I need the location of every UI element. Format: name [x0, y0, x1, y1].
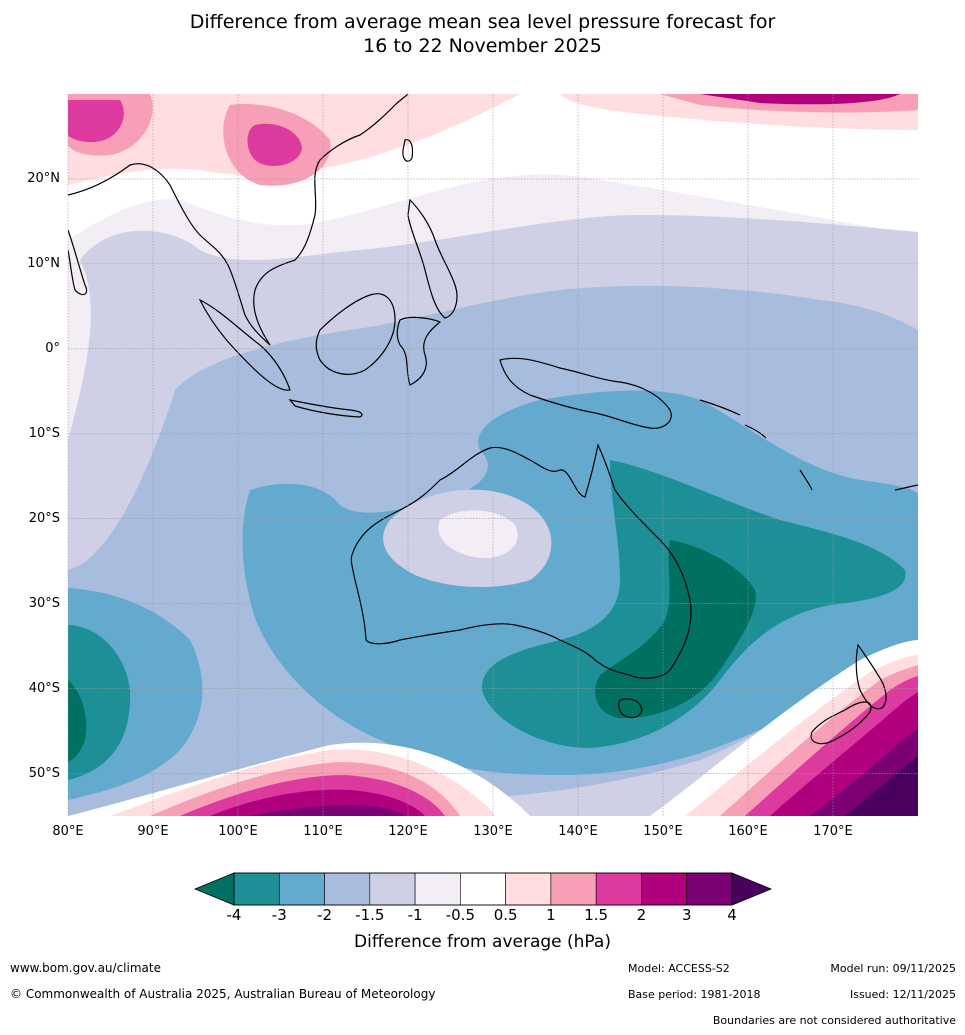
lat-label: 50°S — [28, 765, 60, 781]
chart-title: Difference from average mean sea level p… — [0, 10, 965, 58]
colorbar-extend-low — [193, 872, 235, 906]
colorbar-bin — [505, 872, 552, 906]
anomaly-band--3-to--2-central — [242, 390, 918, 775]
solomon-islands-coastline — [699, 399, 767, 439]
colorbar-bin — [324, 872, 371, 906]
india-coastline — [68, 229, 88, 296]
lat-label: 10°S — [28, 425, 60, 441]
colorbar-extend-high — [731, 872, 773, 906]
colorbar-tick-label: 1 — [546, 906, 556, 924]
anomaly-band-1.5-to-2-china — [247, 123, 302, 167]
sumatra-coastline — [198, 298, 291, 391]
colorbar-bin — [686, 872, 733, 906]
model-name: Model: ACCESS-S2 — [628, 962, 730, 975]
colorbar-bin — [460, 872, 506, 906]
vanuatu-fiji-coastline — [799, 469, 918, 491]
lon-label: 170°E — [813, 824, 853, 839]
australia-coastline — [350, 443, 692, 679]
lat-label: 40°S — [28, 680, 60, 696]
colorbar-tick-label: -2 — [317, 906, 333, 924]
colorbar-bin — [233, 872, 280, 906]
colorbar-tick-label: 2 — [636, 906, 647, 924]
lon-label: 80°E — [52, 824, 84, 839]
new-zealand-south-coastline — [810, 701, 872, 745]
colorbar-tick-label: -0.5 — [445, 906, 475, 924]
anomaly-band-1.5-to-2-nw — [68, 100, 124, 143]
colorbar-bin — [595, 872, 642, 906]
taiwan-coastline — [402, 139, 414, 162]
new-guinea-coastline — [499, 357, 672, 429]
colorbar-tick-label: -4 — [226, 906, 242, 924]
java-coastline — [288, 399, 363, 418]
lat-label: 0° — [45, 340, 60, 356]
colorbar-title: Difference from average (hPa) — [354, 932, 611, 952]
lat-label: 30°S — [28, 595, 60, 611]
anomaly-band-above-4-se — [845, 756, 918, 816]
anomaly-band-below--4-east — [595, 540, 756, 719]
lon-label: 150°E — [643, 824, 683, 839]
issued-date: Issued: 12/11/2025 — [849, 988, 956, 1001]
lon-label: 160°E — [728, 824, 768, 839]
copyright: © Commonwealth of Australia 2025, Austra… — [10, 987, 436, 1001]
model-run: Model run: 09/11/2025 — [830, 962, 956, 975]
colorbar-bin — [369, 872, 416, 906]
lon-label: 100°E — [218, 824, 258, 839]
coastlines — [68, 94, 918, 745]
colorbar-bin — [414, 872, 461, 906]
new-zealand-north-coastline — [855, 643, 887, 710]
graticule — [67, 94, 918, 816]
anomaly-band--1-to--0.5-wa — [438, 510, 518, 559]
lon-label: 90°E — [137, 824, 169, 839]
colorbar-tick-label: 3 — [681, 906, 692, 924]
colorbar-tick-label: -1 — [407, 906, 423, 924]
borneo-coastline — [315, 293, 396, 375]
colorbar-bin — [550, 872, 597, 906]
asia-coastline — [68, 94, 409, 346]
anomaly-band-2-to-3-ne — [700, 94, 900, 105]
base-period: Base period: 1981-2018 — [628, 988, 761, 1001]
colorbar-tick-label: 1.5 — [584, 906, 609, 924]
lat-label: 10°N — [27, 255, 60, 271]
lon-label: 110°E — [303, 824, 343, 839]
anomaly-band-3-to-4-south — [250, 805, 405, 816]
lon-label: 140°E — [558, 824, 598, 839]
lat-label: 20°N — [27, 170, 60, 186]
colorbar-tick-label: 0.5 — [493, 906, 518, 924]
colorbar-tick-label: -1.5 — [355, 906, 385, 924]
anomaly-band-below--4-west — [68, 680, 87, 762]
tasmania-coastline — [618, 698, 643, 719]
lon-label: 120°E — [388, 824, 428, 839]
colorbar-tick-label: 4 — [727, 906, 737, 924]
website-link[interactable]: www.bom.gov.au/climate — [10, 961, 161, 975]
lat-label: 20°S — [28, 510, 60, 526]
title-line-2: 16 to 22 November 2025 — [363, 35, 602, 57]
colorbar-bin — [641, 872, 688, 906]
lon-label: 130°E — [473, 824, 513, 839]
colorbar — [193, 872, 773, 906]
colorbar-bin — [278, 872, 325, 906]
sulawesi-coastline — [396, 316, 442, 386]
colorbar-tick-label: -3 — [271, 906, 287, 924]
philippines-coastline — [407, 198, 458, 319]
title-line-1: Difference from average mean sea level p… — [189, 11, 776, 33]
disclaimer: Boundaries are not considered authoritat… — [712, 1014, 956, 1027]
colorbar-outline — [233, 872, 733, 906]
